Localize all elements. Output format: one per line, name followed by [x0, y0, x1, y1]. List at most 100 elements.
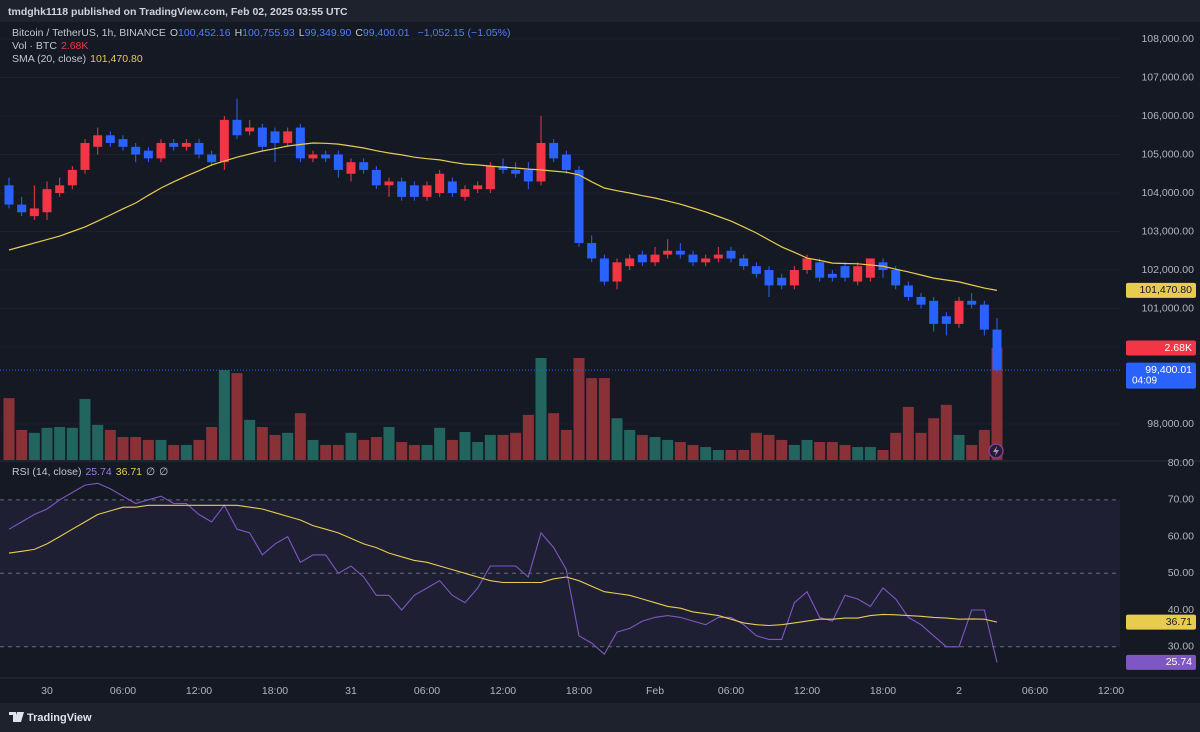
candle-body: [346, 162, 356, 174]
volume-bar: [218, 370, 230, 460]
volume-bar: [370, 437, 382, 460]
candle-body: [777, 277, 787, 286]
x-tick-label: 18:00: [870, 685, 896, 697]
y-tick-label: 40.00: [1168, 604, 1194, 616]
volume-bar: [624, 429, 636, 460]
candle-body: [17, 204, 27, 213]
candle-body: [650, 254, 660, 263]
volume-bar: [92, 424, 104, 460]
candle-body: [891, 270, 901, 286]
candle-body: [42, 189, 52, 213]
candle-body: [359, 162, 369, 170]
candle-body: [169, 142, 179, 147]
candle-body: [612, 262, 622, 282]
candle-body: [93, 135, 103, 147]
volume: [3, 348, 1003, 460]
x-tick-label: 12:00: [794, 685, 820, 697]
volume-bar: [662, 439, 674, 460]
ohlc-key: L: [298, 27, 305, 39]
volume-bar: [472, 442, 484, 460]
countdown: 04:09: [1132, 376, 1157, 387]
volume-bar: [776, 439, 788, 460]
candle-body: [143, 150, 153, 159]
candle-body: [688, 254, 698, 263]
candle-body: [764, 270, 774, 286]
volume-legend-value: 2.68K: [60, 40, 89, 52]
candle-body: [979, 304, 989, 330]
ohlc-value: 99,400.01: [362, 27, 410, 39]
candle-body: [992, 329, 1002, 371]
x-tick-label: 12:00: [186, 685, 212, 697]
volume-bar: [548, 413, 560, 460]
sma-legend-value: 101,470.80: [90, 53, 143, 65]
volume-bar: [510, 432, 522, 460]
candle-body: [574, 169, 584, 244]
candle-body: [840, 266, 850, 278]
volume-bar: [826, 442, 838, 460]
candle-body: [485, 166, 495, 190]
y-tick-label: 30.00: [1168, 641, 1194, 653]
ohlc-key: C: [355, 27, 363, 39]
volume-bar: [991, 348, 1003, 460]
price-badge: 99,400.01: [1145, 364, 1192, 376]
volume-bar: [421, 444, 433, 460]
x-tick-label: 06:00: [110, 685, 136, 697]
volume-bar: [852, 447, 864, 460]
candle-body: [194, 142, 204, 155]
candle-body: [675, 250, 685, 255]
y-tick-label: 103,000.00: [1141, 225, 1194, 237]
candle-body: [118, 139, 128, 147]
symbol-legend: Bitcoin / TetherUS, 1h, BINANCE O100,452.…: [12, 27, 514, 40]
volume-bar: [573, 358, 585, 460]
header-bar: [0, 0, 1200, 22]
volume-bar: [750, 432, 762, 460]
x-tick-label: 12:00: [490, 685, 516, 697]
volume-bar: [700, 447, 712, 460]
rsi-badge-bg: [1126, 614, 1196, 630]
candle-body: [536, 142, 546, 182]
volume-bar: [586, 378, 598, 460]
volume-bar: [915, 432, 927, 460]
volume-bar: [839, 444, 851, 460]
axes: 108,000.00 107,000.00 106,000.00 105,000.00…: [41, 33, 1194, 697]
volume-bar: [687, 444, 699, 460]
volume-bar: [928, 418, 940, 460]
volume-bar: [763, 434, 775, 460]
rsi-legend-value: 25.74: [85, 466, 112, 478]
volume-bar: [307, 439, 319, 460]
candle-body: [29, 208, 39, 217]
volume-bar: [320, 444, 332, 460]
price-badge-bg: [1126, 362, 1196, 389]
candle-body: [219, 119, 229, 163]
volume-bar: [180, 444, 192, 460]
candle-body: [916, 296, 926, 305]
rsi-legend-extra: ∅: [146, 466, 156, 478]
sma-line: [8, 142, 998, 291]
y-tick-label: 60.00: [1168, 530, 1194, 542]
header-text: tmdghk1118 published on TradingView.com,…: [8, 6, 348, 18]
volume-bar: [649, 437, 661, 460]
volume-bar: [725, 449, 737, 460]
rsi-badge: 36.71: [1166, 616, 1192, 628]
candle-body: [295, 127, 305, 159]
volume-bar: [142, 439, 154, 460]
y-tick-label: 98,000.00: [1147, 418, 1194, 430]
candle-body: [67, 169, 77, 186]
candle-body: [55, 185, 65, 194]
candle-body: [460, 189, 470, 197]
candle-body: [587, 243, 597, 259]
y-tick-label: 80.00: [1168, 457, 1194, 469]
candle-body: [473, 185, 483, 190]
rsi-legend-extra: ∅: [159, 466, 169, 478]
volume-bar: [611, 418, 623, 460]
candle-body: [105, 135, 115, 143]
candle-body: [498, 166, 508, 170]
candle-body: [308, 154, 318, 159]
candle-body: [156, 142, 166, 159]
volume-bar: [636, 434, 648, 460]
rsi-line: [8, 482, 998, 663]
candle-body: [967, 300, 977, 305]
rsi-pane: [0, 462, 1120, 678]
candle-body: [397, 181, 407, 197]
